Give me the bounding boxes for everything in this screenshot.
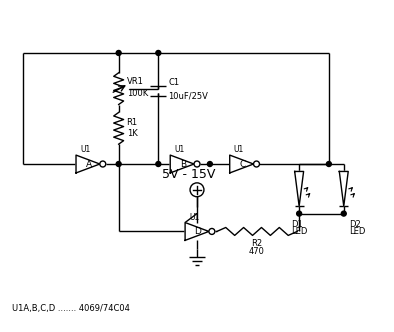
Circle shape xyxy=(341,211,346,216)
Text: U1: U1 xyxy=(174,145,184,154)
Text: U1: U1 xyxy=(189,212,199,221)
Text: D1: D1 xyxy=(291,219,303,228)
Circle shape xyxy=(253,161,260,167)
Polygon shape xyxy=(230,155,253,173)
Text: LED: LED xyxy=(349,227,365,236)
Text: B: B xyxy=(180,159,186,169)
Polygon shape xyxy=(339,171,348,206)
Text: R1: R1 xyxy=(126,118,138,127)
Text: A: A xyxy=(86,159,92,169)
Polygon shape xyxy=(170,155,194,173)
Text: LED: LED xyxy=(291,227,308,236)
Circle shape xyxy=(100,161,106,167)
Text: U1: U1 xyxy=(80,145,90,154)
Circle shape xyxy=(116,162,121,166)
Text: C: C xyxy=(240,159,246,169)
Circle shape xyxy=(194,161,200,167)
Polygon shape xyxy=(295,171,304,206)
Text: 10uF/25V: 10uF/25V xyxy=(168,91,208,100)
Circle shape xyxy=(156,50,161,55)
Text: VR1: VR1 xyxy=(126,77,143,86)
Circle shape xyxy=(190,183,204,197)
Circle shape xyxy=(297,211,302,216)
Circle shape xyxy=(209,228,215,234)
Text: 1K: 1K xyxy=(126,129,138,138)
Text: C1: C1 xyxy=(168,78,179,87)
Text: 5V - 15V: 5V - 15V xyxy=(162,168,216,181)
Text: 100K: 100K xyxy=(126,89,148,98)
Text: U1: U1 xyxy=(234,145,244,154)
Circle shape xyxy=(207,162,212,166)
Polygon shape xyxy=(185,222,209,240)
Circle shape xyxy=(156,162,161,166)
Circle shape xyxy=(326,162,331,166)
Text: 470: 470 xyxy=(249,247,265,256)
Text: D: D xyxy=(195,227,201,236)
Text: R2: R2 xyxy=(251,239,262,248)
Circle shape xyxy=(116,50,121,55)
Text: D2: D2 xyxy=(349,219,361,228)
Text: U1A,B,C,D ....... 4069/74C04: U1A,B,C,D ....... 4069/74C04 xyxy=(11,304,130,313)
Polygon shape xyxy=(76,155,100,173)
